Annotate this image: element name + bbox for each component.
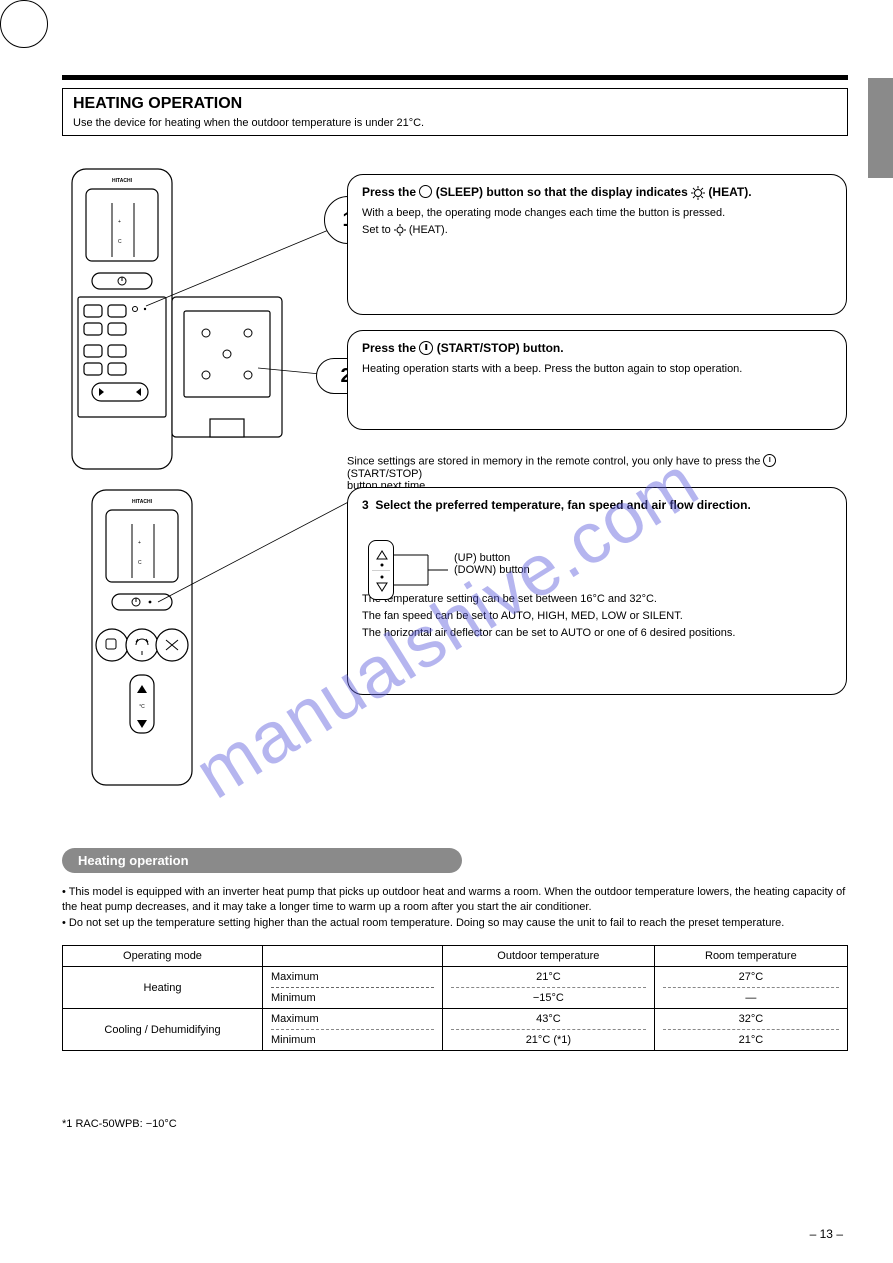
- step-2-panel: Press the (START/STOP) button. Heating o…: [347, 330, 847, 430]
- step-1-title: Press the (SLEEP) button so that the dis…: [362, 185, 832, 200]
- step-3-title: 3 Select the preferred temperature, fan …: [362, 498, 832, 512]
- cell: Maximum Minimum: [263, 1009, 443, 1051]
- conditions-table: Operating mode Outdoor temperature Room …: [62, 945, 848, 1051]
- cell: 27°C —: [654, 967, 847, 1009]
- step-1-panel: Press the (SLEEP) button so that the dis…: [347, 174, 847, 315]
- s3-p2: The fan speed can be set to AUTO, HIGH, …: [362, 609, 832, 624]
- heating-pill: Heating operation: [62, 848, 462, 873]
- table-row: Operating mode Outdoor temperature Room …: [63, 946, 848, 967]
- table-row: Cooling / Dehumidifying Maximum Minimum …: [63, 1009, 848, 1051]
- model-footnote: *1 RAC-50WPB: −10°C: [62, 1118, 177, 1130]
- heat-note: • This model is equipped with an inverte…: [62, 885, 848, 931]
- th-sub: [263, 946, 443, 967]
- th-room: Room temperature: [654, 946, 847, 967]
- s1-mid: (SLEEP) button so that the display indic…: [436, 185, 691, 199]
- th-mode: Operating mode: [63, 946, 263, 967]
- cell: 32°C 21°C: [654, 1009, 847, 1051]
- s2-line1: Heating operation starts with a beep. Pr…: [362, 362, 832, 377]
- th-outdoor: Outdoor temperature: [443, 946, 655, 967]
- dn-label: (DOWN) button: [454, 564, 530, 576]
- heat-icon-inline: [394, 224, 406, 236]
- step-2-title: Press the (START/STOP) button.: [362, 341, 832, 356]
- s1-icon-label: (HEAT).: [708, 185, 751, 199]
- s3-title: Select the preferred temperature, fan sp…: [375, 498, 750, 512]
- s3-p3: The horizontal air deflector can be set …: [362, 626, 832, 641]
- s1-line2: Set to (HEAT).: [362, 223, 832, 238]
- s3-num: 3: [362, 498, 369, 512]
- mode-heating: Heating: [63, 967, 263, 1009]
- table-row: Heating Maximum Minimum 21°C −15°C 27°C …: [63, 967, 848, 1009]
- power-icon: [419, 341, 433, 355]
- step-1-bubble: [0, 0, 48, 48]
- page-number: – 13 –: [810, 1227, 843, 1241]
- heat-note-2: • Do not set up the temperature setting …: [62, 917, 784, 929]
- heat-note-1: • This model is equipped with an inverte…: [62, 886, 845, 913]
- cell: Maximum Minimum: [263, 967, 443, 1009]
- cell: 43°C 21°C (*1): [443, 1009, 655, 1051]
- power-icon-inline: [763, 454, 776, 467]
- s1-line1: With a beep, the operating mode changes …: [362, 206, 832, 221]
- sleep-icon: [419, 185, 432, 198]
- up-label: (UP) button: [454, 552, 510, 564]
- s1-pre: Press the: [362, 185, 419, 199]
- mode-cool: Cooling / Dehumidifying: [63, 1009, 263, 1051]
- heat-icon: [691, 185, 705, 199]
- cell: 21°C −15°C: [443, 967, 655, 1009]
- connector-lines: [0, 0, 893, 900]
